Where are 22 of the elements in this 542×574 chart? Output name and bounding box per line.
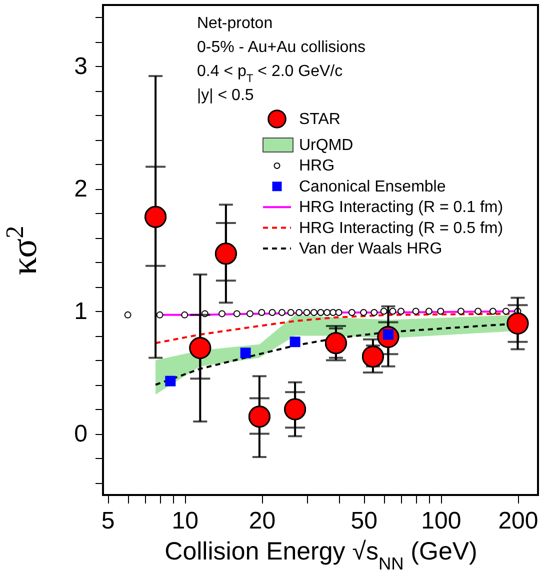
y-tick-label: 0	[74, 420, 88, 448]
legend-label: Canonical Ensemble	[299, 178, 446, 196]
x-tick-label: 50	[350, 508, 378, 534]
x-tick-label: 5	[101, 508, 115, 534]
annotation: Net-proton	[197, 15, 273, 32]
legend-label: STAR	[299, 111, 340, 128]
x-tick-label: 100	[421, 508, 462, 534]
x-tick-label: 10	[172, 508, 198, 534]
legend-label: UrQMD	[299, 137, 354, 154]
legend-label: HRG Interacting (R = 0.1 fm)	[299, 199, 504, 216]
annotation: 0-5% - Au+Au collisions	[197, 39, 366, 56]
y-tick-label: 2	[74, 175, 88, 202]
y-tick-label: 1	[74, 298, 88, 325]
y-tick-label: 3	[74, 52, 88, 80]
legend-label: Van der Waals HRG	[299, 240, 442, 258]
annotation: |y| < 0.5	[197, 87, 254, 104]
x-axis-title: Collision Energy √s$_{NN}$ (GeV)	[164, 538, 478, 574]
annotation: 0.4 < p$_{T}$ < 2.0 GeV/c	[197, 63, 343, 85]
legend-label: HRG	[299, 158, 335, 175]
x-tick-label: 200	[498, 508, 538, 534]
x-tick-label: 20	[248, 508, 276, 534]
legend-label: HRG Interacting (R = 0.5 fm)	[299, 220, 504, 237]
